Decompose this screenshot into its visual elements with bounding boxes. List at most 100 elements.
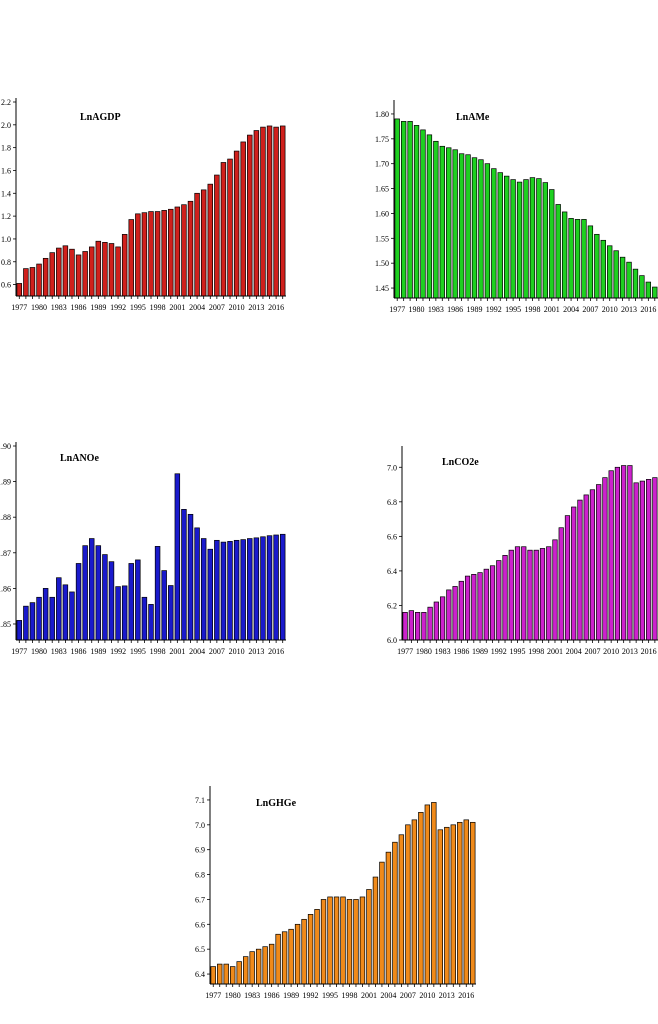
bar-1985 <box>452 586 458 641</box>
bar-2008 <box>594 233 600 299</box>
bar-2012 <box>437 829 444 985</box>
bar-1986 <box>458 580 464 641</box>
x-tick-label: 1983 <box>435 647 451 656</box>
bar-1990 <box>483 568 489 641</box>
bar-2004 <box>194 527 200 641</box>
y-tick-label: 2.2 <box>1 98 11 107</box>
y-tick-label: 1.45 <box>375 284 389 293</box>
bar-1978 <box>408 610 414 641</box>
bar-1992 <box>496 560 502 641</box>
x-tick-label: 1977 <box>205 991 221 1000</box>
bar-1982 <box>49 252 55 297</box>
x-tick-label: 2001 <box>544 305 560 314</box>
y-tick-label: 1.6 <box>1 166 11 175</box>
bar-1988 <box>89 246 95 297</box>
x-tick-label: 2010 <box>419 991 435 1000</box>
bar-2011 <box>613 250 619 299</box>
bar-2012 <box>247 538 253 641</box>
bar-1993 <box>121 585 128 641</box>
x-tick-label: 1989 <box>90 647 106 656</box>
bar-2014 <box>260 536 266 641</box>
bar-1988 <box>89 538 95 641</box>
bar-1999 <box>161 570 167 641</box>
bar-2003 <box>379 861 385 985</box>
bar-2016 <box>463 819 469 985</box>
bar-1978 <box>23 605 29 641</box>
bar-2014 <box>633 482 639 641</box>
bar-2000 <box>359 896 366 985</box>
bar-1989 <box>471 157 478 299</box>
x-tick-label: 1983 <box>428 305 444 314</box>
bar-1993 <box>502 555 508 641</box>
x-tick-label: 1986 <box>71 303 87 312</box>
y-tick-label: 6.2 <box>387 601 397 610</box>
x-tick-label: 1989 <box>283 991 299 1000</box>
x-tick-label: 2016 <box>641 647 657 656</box>
bar-1992 <box>307 914 314 985</box>
bar-1988 <box>281 931 288 985</box>
bar-2016 <box>645 281 652 299</box>
bar-2003 <box>187 200 194 297</box>
bar-1995 <box>135 559 141 641</box>
bar-2010 <box>607 245 613 299</box>
bar-2010 <box>233 539 240 641</box>
bar-2010 <box>424 804 431 985</box>
bar-2000 <box>168 208 174 297</box>
x-tick-label: 1992 <box>110 647 126 656</box>
bar-2009 <box>227 541 233 641</box>
x-tick-label: 1995 <box>510 647 526 656</box>
bar-1990 <box>102 242 108 297</box>
bar-1990 <box>102 554 108 641</box>
bar-2011 <box>240 539 246 641</box>
x-tick-label: 1992 <box>486 305 502 314</box>
x-tick-label: 1992 <box>491 647 507 656</box>
x-tick-label: 1980 <box>31 647 47 656</box>
bar-1997 <box>340 896 346 985</box>
x-tick-label: 2016 <box>268 303 284 312</box>
bar-1977 <box>210 966 216 985</box>
x-tick-label: 1998 <box>150 647 166 656</box>
bar-2016 <box>273 126 279 297</box>
bar-1994 <box>128 219 134 297</box>
bar-1997 <box>148 604 154 641</box>
bar-2015 <box>266 535 273 641</box>
bar-1988 <box>465 154 471 299</box>
bar-1978 <box>217 963 223 985</box>
x-tick-label: 1986 <box>453 647 469 656</box>
bar-1981 <box>420 129 426 299</box>
bar-2012 <box>619 256 626 299</box>
bar-1982 <box>426 134 433 299</box>
chart-title: LnAGDP <box>80 112 121 123</box>
y-tick-label: 0.6 <box>1 281 11 290</box>
bar-1995 <box>510 179 516 299</box>
bar-2015 <box>639 480 645 641</box>
bar-2007 <box>587 225 594 299</box>
chart-lnagdp: 0.6 0.8 1.0 1.2 1.4 1.6 1.8 2.0 2.2 1977 1980 1983 1… <box>1 98 286 312</box>
bar-1985 <box>69 591 75 641</box>
bar-1978 <box>23 268 29 297</box>
y-tick-label: 6.7 <box>195 895 205 904</box>
bar-2016 <box>646 479 652 641</box>
bar-1983 <box>56 577 62 641</box>
x-tick-label: 2004 <box>189 303 205 312</box>
bar-1993 <box>121 234 128 297</box>
y-tick-label: 6.8 <box>195 871 205 880</box>
y-tick-label: 1.90 <box>0 442 11 451</box>
bar-1980 <box>421 612 427 641</box>
y-tick-label: 1.80 <box>375 110 389 119</box>
bar-2011 <box>240 141 246 297</box>
x-tick-label: 1986 <box>264 991 280 1000</box>
bar-2010 <box>233 150 240 297</box>
bar-2004 <box>194 192 200 297</box>
bar-2006 <box>583 494 589 641</box>
bar-1989 <box>95 545 102 641</box>
bar-1982 <box>243 956 249 985</box>
bar-1989 <box>95 240 102 297</box>
bar-1980 <box>413 125 420 299</box>
bar-1984 <box>446 589 452 641</box>
bar-2004 <box>568 218 574 299</box>
bar-2015 <box>639 275 645 299</box>
bar-1998 <box>154 546 161 641</box>
